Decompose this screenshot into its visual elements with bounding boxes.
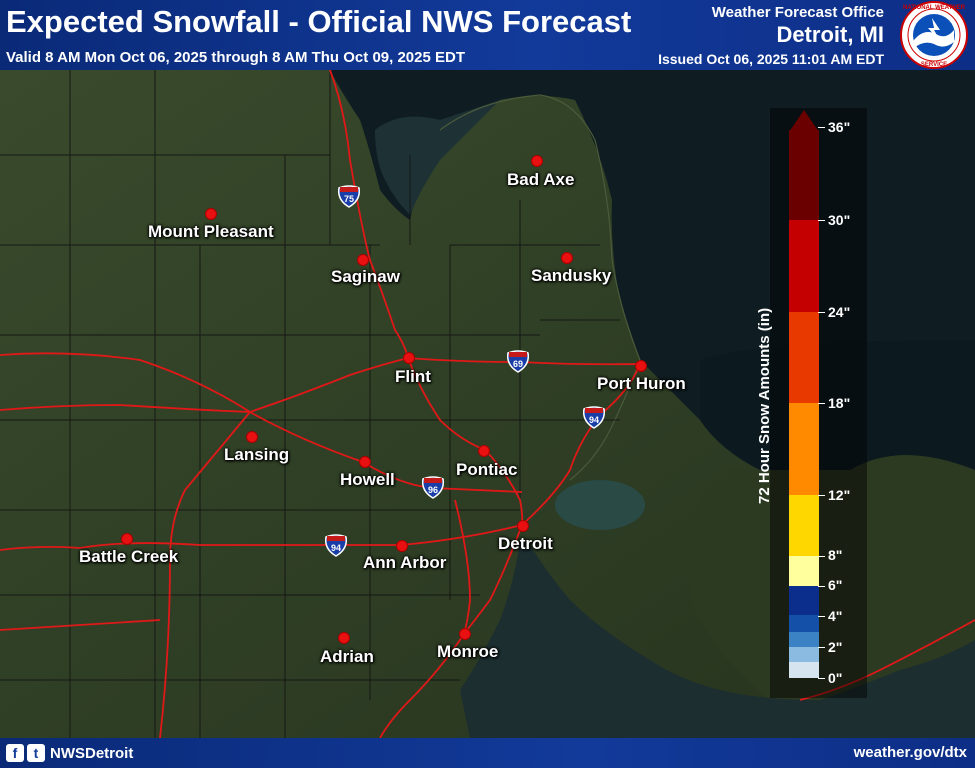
city-label-adrian: Adrian bbox=[320, 647, 374, 666]
legend-tick-label: 24" bbox=[828, 304, 851, 320]
header-bar: Expected Snowfall - Official NWS Forecas… bbox=[0, 0, 975, 70]
city-dot-ann-arbor bbox=[396, 540, 408, 552]
city-label-ann-arbor: Ann Arbor bbox=[363, 553, 447, 572]
legend-tick-mark bbox=[818, 678, 825, 679]
city-label-battle-creek: Battle Creek bbox=[79, 547, 179, 566]
city-label-howell: Howell bbox=[340, 470, 395, 489]
legend-tick-mark bbox=[818, 127, 825, 128]
city-label-saginaw: Saginaw bbox=[331, 267, 400, 286]
legend-tick-mark bbox=[818, 312, 825, 313]
legend-tick-mark bbox=[818, 556, 825, 557]
interstate-94-west-shield: 94 bbox=[324, 534, 348, 557]
lake-st-clair bbox=[555, 480, 645, 530]
city-dot-howell bbox=[359, 456, 371, 468]
footer-bar: f t NWSDetroit weather.gov/dtx bbox=[0, 738, 975, 768]
city-label-port-huron: Port Huron bbox=[597, 374, 686, 393]
svg-text:94: 94 bbox=[589, 415, 599, 425]
svg-text:96: 96 bbox=[428, 485, 438, 495]
svg-text:NATIONAL WEATHER: NATIONAL WEATHER bbox=[903, 5, 966, 11]
legend-tick-label: 8" bbox=[828, 547, 843, 563]
lake-huron-east bbox=[700, 340, 975, 470]
lake-erie bbox=[460, 540, 975, 738]
saginaw-bay bbox=[375, 100, 500, 215]
city-label-bad-axe: Bad Axe bbox=[507, 170, 575, 189]
thumb-shoreline bbox=[439, 94, 641, 481]
city-dot-pontiac bbox=[478, 445, 490, 457]
city-label-lansing: Lansing bbox=[224, 445, 290, 464]
svg-text:SERVICE: SERVICE bbox=[921, 62, 947, 68]
legend-tick-mark bbox=[818, 403, 825, 404]
city-label-sandusky: Sandusky bbox=[531, 266, 612, 285]
city-dot-monroe bbox=[459, 628, 471, 640]
svg-text:94: 94 bbox=[331, 543, 341, 553]
county-lines bbox=[0, 70, 620, 738]
city-dot-sandusky bbox=[561, 252, 573, 264]
city-dot-flint bbox=[403, 352, 415, 364]
website-link[interactable]: weather.gov/dtx bbox=[853, 744, 967, 761]
issued-time: Issued Oct 06, 2025 11:01 AM EDT bbox=[658, 51, 884, 67]
svg-text:69: 69 bbox=[513, 359, 523, 369]
legend-tick-mark bbox=[818, 647, 825, 648]
legend-tick-label: 30" bbox=[828, 212, 851, 228]
city-dot-detroit bbox=[517, 520, 529, 532]
social-handle[interactable]: NWSDetroit bbox=[50, 744, 134, 762]
city-dot-saginaw bbox=[357, 254, 369, 266]
social-links: f t NWSDetroit bbox=[6, 744, 133, 762]
legend-tick-mark bbox=[818, 586, 825, 587]
valid-period: Valid 8 AM Mon Oct 06, 2025 through 8 AM… bbox=[6, 49, 465, 66]
city-dot-lansing bbox=[246, 431, 258, 443]
legend-tick-mark bbox=[818, 616, 825, 617]
city-dot-adrian bbox=[338, 632, 350, 644]
legend-tick-label: 4" bbox=[828, 608, 843, 624]
interstate-96-shield: 96 bbox=[421, 476, 445, 499]
legend-tick-label: 36" bbox=[828, 119, 851, 135]
nws-logo-icon: NATIONAL WEATHER SERVICE bbox=[900, 1, 968, 69]
legend-tick-mark bbox=[818, 220, 825, 221]
legend-tick-label: 0" bbox=[828, 670, 843, 686]
office-name: Detroit, MI bbox=[776, 22, 884, 47]
legend-color-bar bbox=[789, 110, 819, 678]
city-label-mount-pleasant: Mount Pleasant bbox=[148, 222, 274, 241]
office-label: Weather Forecast Office bbox=[711, 4, 884, 21]
map-title: Expected Snowfall - Official NWS Forecas… bbox=[6, 4, 632, 39]
interstate-75-shield: 75 bbox=[337, 185, 361, 208]
legend-tick-label: 12" bbox=[828, 487, 851, 503]
twitter-icon[interactable]: t bbox=[27, 744, 45, 762]
legend-tick-mark bbox=[818, 495, 825, 496]
city-label-detroit: Detroit bbox=[498, 534, 553, 553]
svg-text:75: 75 bbox=[344, 194, 354, 204]
interstate-69-shield: 69 bbox=[506, 350, 530, 373]
facebook-icon[interactable]: f bbox=[6, 744, 24, 762]
city-dot-mount-pleasant bbox=[205, 208, 217, 220]
city-label-monroe: Monroe bbox=[437, 642, 499, 661]
city-label-flint: Flint bbox=[395, 367, 431, 386]
legend-tick-label: 6" bbox=[828, 577, 843, 593]
city-label-pontiac: Pontiac bbox=[456, 460, 518, 479]
city-dot-bad-axe bbox=[531, 155, 543, 167]
city-dot-port-huron bbox=[635, 360, 647, 372]
legend-tick-label: 18" bbox=[828, 395, 851, 411]
legend-tick-label: 2" bbox=[828, 639, 843, 655]
city-dot-battle-creek bbox=[121, 533, 133, 545]
ontario-land bbox=[686, 455, 975, 700]
interstate-94-shield: 94 bbox=[582, 406, 606, 429]
